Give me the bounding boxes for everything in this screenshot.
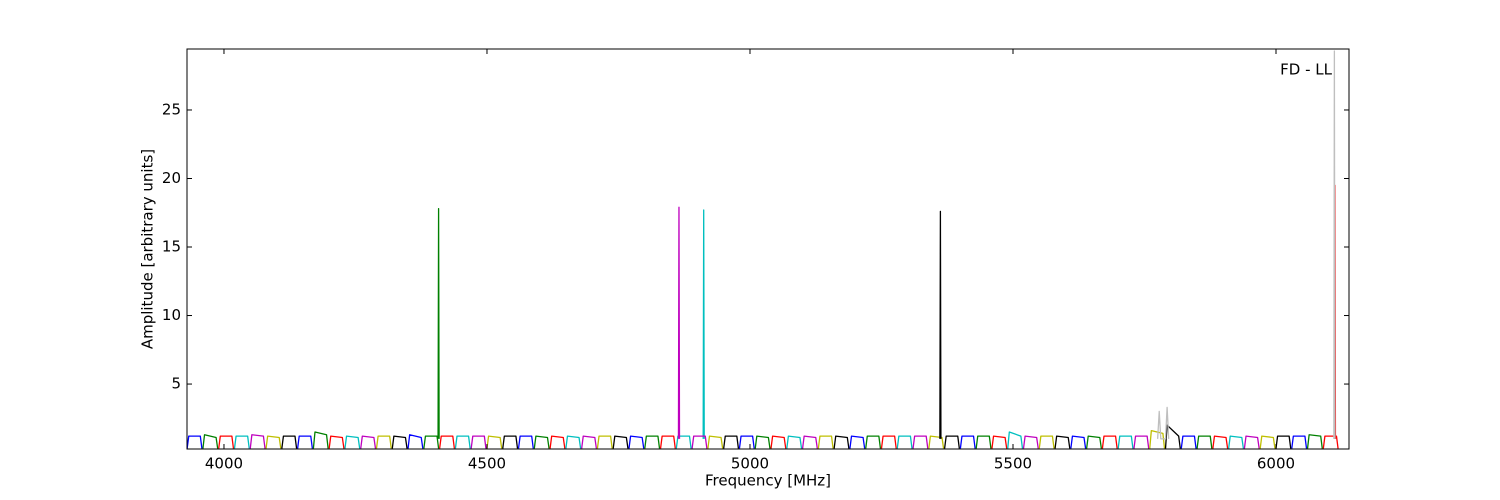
spectrum-line — [187, 434, 1308, 449]
x-tick-label: 4000 — [205, 455, 243, 473]
plot-lines — [187, 50, 1339, 449]
spectrum-line — [233, 209, 1245, 449]
spectrum-line — [1156, 50, 1336, 440]
x-tick-label: 5500 — [994, 455, 1032, 473]
y-tick-label: 5 — [171, 375, 181, 393]
spectrum-line — [265, 429, 1276, 449]
y-tick-label: 25 — [162, 100, 181, 118]
spectrum-line — [202, 207, 1323, 449]
x-tick-label: 5000 — [731, 455, 769, 473]
spectrum-line — [249, 206, 1260, 449]
annotation: FD - LL — [1280, 61, 1332, 79]
spectrum-line — [281, 210, 1292, 449]
spectrum-line — [218, 184, 1339, 449]
x-tick-label: 6000 — [1257, 455, 1295, 473]
y-tick-label: 15 — [162, 238, 181, 256]
y-tick-label: 20 — [162, 169, 181, 187]
plot-frame — [186, 48, 1350, 450]
x-tick-label: 4500 — [468, 455, 506, 473]
y-tick-label: 10 — [162, 306, 181, 324]
y-axis-label: Amplitude [arbitrary units] — [139, 149, 157, 349]
x-axis-label: Frequency [MHz] — [705, 472, 831, 490]
